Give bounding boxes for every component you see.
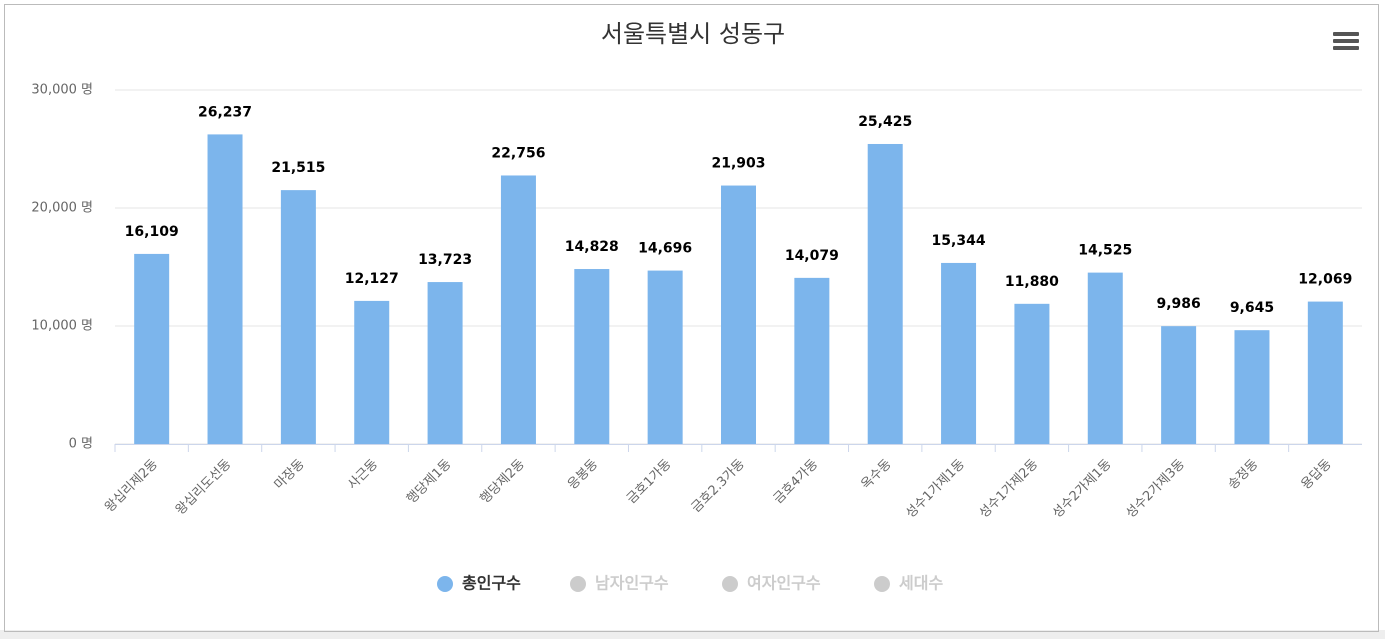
value-label: 14,828	[565, 239, 619, 255]
value-label: 26,237	[198, 104, 252, 120]
x-tick-label: 마장동	[272, 457, 308, 493]
x-tick-label: 금호4가동	[771, 457, 821, 507]
x-tick-label: 왕십리도선동	[173, 457, 234, 518]
x-tick-label: 행당제2동	[477, 456, 528, 507]
value-label: 16,109	[125, 224, 179, 240]
legend-marker	[570, 576, 586, 592]
y-tick-label: 10,000 명	[31, 319, 93, 334]
y-tick-label: 0 명	[69, 437, 93, 452]
value-label: 14,696	[638, 241, 692, 257]
bar	[1161, 326, 1197, 444]
bar	[574, 269, 610, 444]
value-label: 22,756	[491, 145, 545, 161]
legend-marker	[437, 576, 453, 592]
value-label: 13,723	[418, 252, 472, 268]
x-tick-label: 용답동	[1299, 457, 1335, 493]
x-tick-label: 성수1가제1동	[903, 457, 968, 522]
x-tick-label: 성수2가제1동	[1050, 457, 1115, 522]
bar	[1234, 330, 1270, 444]
footer-strip	[0, 630, 1385, 639]
bar	[1307, 301, 1343, 444]
x-tick-label: 응봉동	[565, 457, 601, 493]
value-label: 9,645	[1230, 300, 1274, 316]
x-tick-label: 송정동	[1225, 457, 1261, 493]
x-tick-label: 사근동	[345, 457, 381, 493]
legend-label: 여자인구수	[747, 574, 821, 593]
value-label: 14,079	[785, 248, 839, 264]
legend-item[interactable]: 여자인구수	[722, 574, 821, 593]
bar	[647, 270, 683, 444]
legend-marker	[874, 576, 890, 592]
value-label: 21,903	[711, 156, 765, 172]
value-label: 12,069	[1298, 272, 1352, 288]
value-label: 25,425	[858, 114, 912, 130]
x-tick-label: 성수2가제3동	[1123, 457, 1188, 522]
value-label: 11,880	[1005, 274, 1059, 290]
bar	[280, 190, 316, 444]
legend-item[interactable]: 세대수	[874, 574, 943, 593]
x-tick-label: 금호2.3가동	[689, 457, 748, 516]
y-tick-label: 30,000 명	[31, 83, 93, 98]
menu-button[interactable]	[1333, 32, 1359, 50]
bar	[354, 300, 390, 444]
x-tick-label: 금호1가동	[624, 457, 674, 507]
legend-label: 총인구수	[462, 574, 521, 593]
value-label: 15,344	[932, 233, 986, 249]
chart-title: 서울특별시 성동구	[601, 20, 785, 48]
bar	[500, 175, 536, 445]
bar	[427, 282, 463, 444]
value-label: 12,127	[345, 271, 399, 287]
bar	[207, 134, 243, 445]
bar	[941, 262, 977, 444]
legend-item[interactable]: 총인구수	[437, 574, 521, 593]
bar	[794, 277, 830, 444]
chart-frame	[4, 4, 1379, 632]
x-tick-label: 행당제1동	[403, 456, 454, 507]
x-tick-label: 성수1가제2동	[977, 457, 1042, 522]
legend-item[interactable]: 남자인구수	[570, 574, 669, 593]
legend-label: 세대수	[899, 574, 943, 593]
bar	[721, 185, 756, 444]
value-label: 21,515	[271, 160, 325, 176]
bar	[1087, 272, 1123, 444]
x-tick-label: 옥수동	[859, 457, 895, 493]
bar	[134, 253, 170, 444]
bar	[867, 143, 903, 445]
value-label: 9,986	[1156, 296, 1200, 312]
y-tick-label: 20,000 명	[31, 201, 93, 216]
legend-label: 남자인구수	[595, 574, 669, 593]
bar	[1014, 303, 1050, 444]
value-label: 14,525	[1078, 243, 1132, 259]
legend-marker	[722, 576, 738, 592]
x-tick-label: 왕십리제2동	[102, 457, 161, 516]
